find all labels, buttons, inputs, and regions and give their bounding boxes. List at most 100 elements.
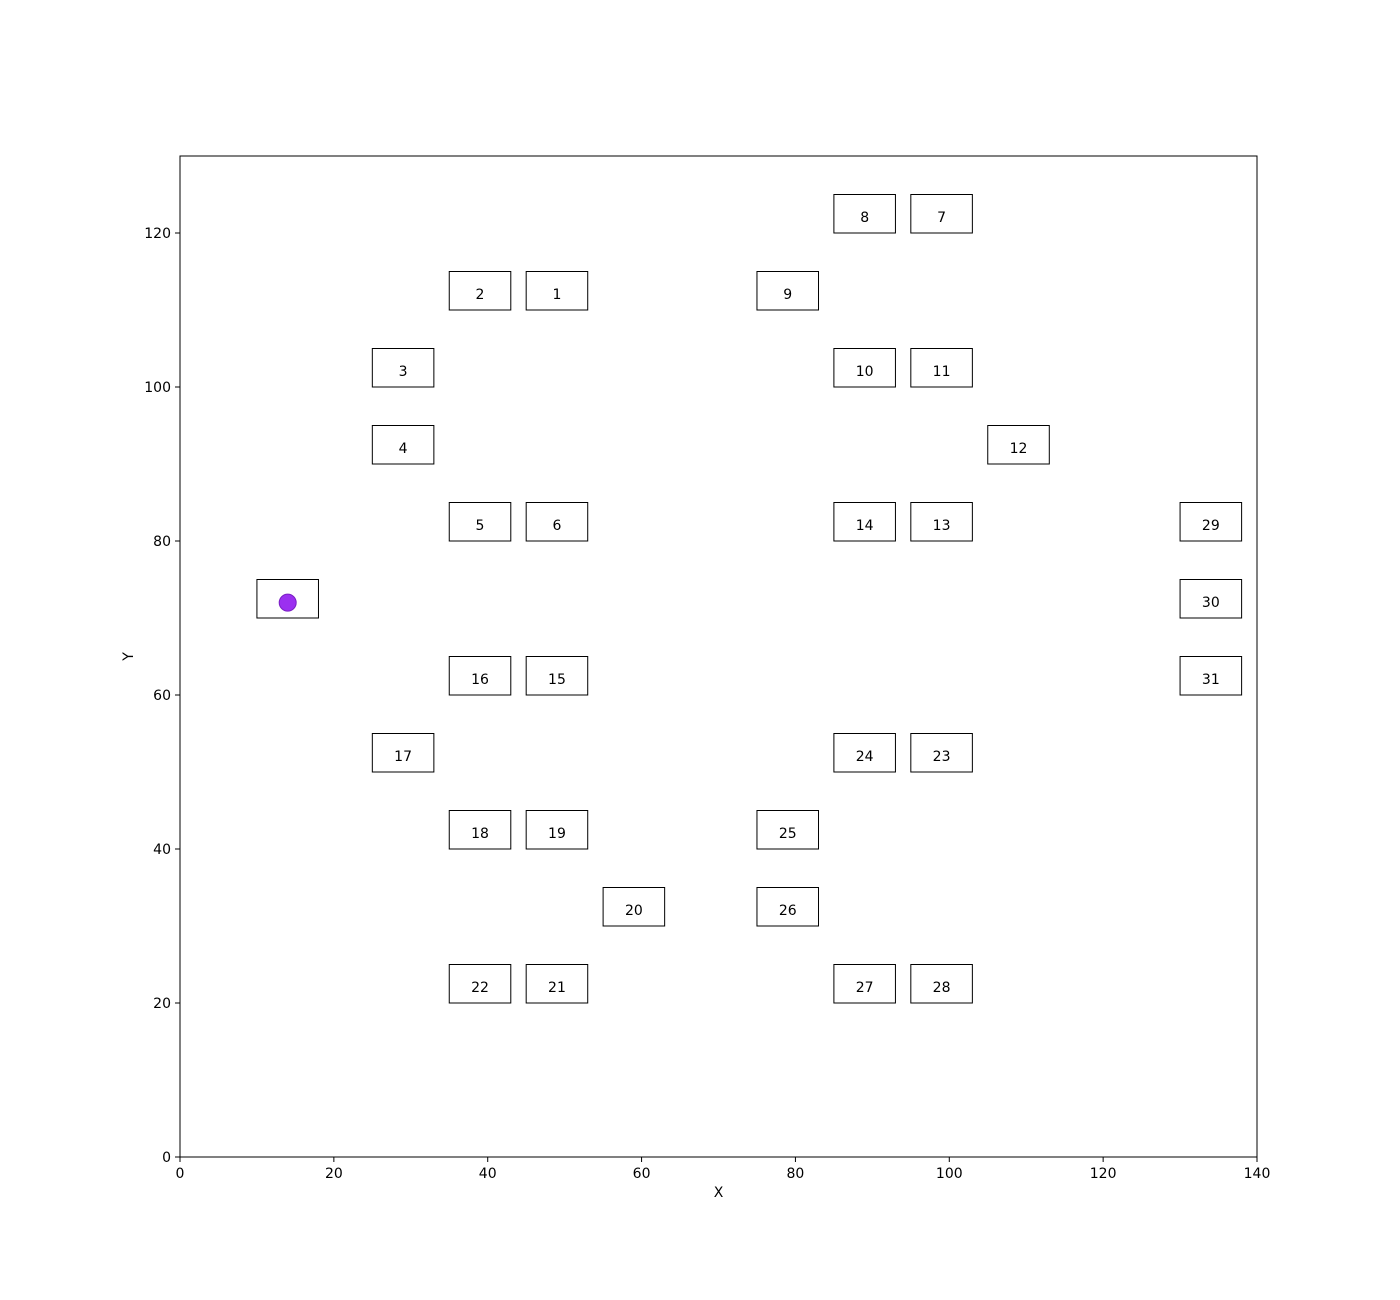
box-rect: [833, 348, 896, 388]
box-label: 6: [552, 518, 561, 534]
box-rect: [910, 964, 973, 1004]
box-label: 23: [933, 749, 951, 765]
box-rect: [525, 810, 589, 850]
y-axis: 0 20 40 60 80 100 120: [144, 226, 180, 1166]
box-label: 28: [933, 980, 951, 996]
box-23: 23: [910, 733, 973, 773]
box-31: 31: [1179, 656, 1243, 696]
box-label: 24: [856, 749, 874, 765]
x-tick-label: 0: [176, 1166, 185, 1182]
box-28: 28: [910, 964, 973, 1004]
box-rect: [1179, 502, 1243, 542]
box-rect: [525, 271, 589, 311]
box-9: 9: [756, 271, 820, 311]
box-14: 14: [833, 502, 896, 542]
box-1: 1: [525, 271, 589, 311]
box-label: 29: [1202, 518, 1220, 534]
box-19: 19: [525, 810, 589, 850]
box-label: 8: [860, 210, 869, 226]
marker-point: [278, 593, 297, 612]
box-rect: [371, 733, 435, 773]
box-7: 7: [910, 194, 973, 234]
box-30: 30: [1179, 579, 1243, 619]
box-8: 8: [833, 194, 896, 234]
box-rect: [371, 348, 435, 388]
box-rect: [448, 810, 512, 850]
box-rect: [910, 348, 973, 388]
box-rect: [448, 964, 512, 1004]
box-rect: [1179, 656, 1243, 696]
x-tick-label: 100: [936, 1166, 963, 1182]
x-tick-label: 140: [1244, 1166, 1271, 1182]
box-label: 25: [779, 826, 797, 842]
box-label: 16: [471, 672, 489, 688]
box-label: 21: [548, 980, 566, 996]
box-label: 18: [471, 826, 489, 842]
box-label: 17: [394, 749, 412, 765]
box-22: 22: [448, 964, 512, 1004]
box-27: 27: [833, 964, 896, 1004]
box-rect: [756, 810, 820, 850]
box-label: 19: [548, 826, 566, 842]
box-3: 3: [371, 348, 435, 388]
box-label: 9: [783, 287, 792, 303]
box-label: 3: [399, 364, 408, 380]
box-21: 21: [525, 964, 589, 1004]
box-label: 4: [399, 441, 408, 457]
box-rect: [910, 733, 973, 773]
y-axis-label: Y: [121, 652, 137, 662]
box-label: 2: [476, 287, 485, 303]
box-16: 16: [448, 656, 512, 696]
y-tick-label: 60: [153, 688, 171, 704]
box-label: 5: [476, 518, 485, 534]
y-tick-label: 40: [153, 842, 171, 858]
box-15: 15: [525, 656, 589, 696]
x-tick-label: 20: [325, 1166, 343, 1182]
box-rect: [833, 964, 896, 1004]
box-label: 15: [548, 672, 566, 688]
box-rect: [1179, 579, 1243, 619]
box-6: 6: [525, 502, 589, 542]
box-label: 13: [933, 518, 951, 534]
box-label: 22: [471, 980, 489, 996]
box-label: 12: [1010, 441, 1028, 457]
box-rect: [371, 425, 435, 465]
box-label: 10: [856, 364, 874, 380]
y-tick-label: 120: [144, 226, 171, 242]
box-17: 17: [371, 733, 435, 773]
y-tick-label: 0: [162, 1150, 171, 1166]
box-rect: [448, 271, 512, 311]
x-axis-label: X: [714, 1185, 724, 1201]
x-tick-label: 60: [633, 1166, 651, 1182]
box-13: 13: [910, 502, 973, 542]
box-29: 29: [1179, 502, 1243, 542]
box-rect: [910, 502, 973, 542]
box-rect: [756, 271, 820, 311]
box-24: 24: [833, 733, 896, 773]
box-26: 26: [756, 887, 820, 927]
box-5: 5: [448, 502, 512, 542]
box-rect: [525, 656, 589, 696]
box-25: 25: [756, 810, 820, 850]
y-tick-label: 80: [153, 534, 171, 550]
box-label: 20: [625, 903, 643, 919]
box-4: 4: [371, 425, 435, 465]
box-20: 20: [602, 887, 666, 927]
box-rect: [833, 733, 896, 773]
box-10: 10: [833, 348, 896, 388]
box-rect: [756, 887, 820, 927]
x-tick-label: 120: [1090, 1166, 1117, 1182]
box-rect: [448, 656, 512, 696]
box-label: 7: [937, 210, 946, 226]
box-label: 11: [933, 364, 951, 380]
box-label: 27: [856, 980, 874, 996]
box-rect: [448, 502, 512, 542]
box-rect: [602, 887, 666, 927]
box-rect: [525, 964, 589, 1004]
x-axis: 0 20 40 60 80 100 120 140: [176, 1157, 1271, 1182]
x-tick-label: 40: [479, 1166, 497, 1182]
x-tick-label: 80: [787, 1166, 805, 1182]
box-label: 30: [1202, 595, 1220, 611]
